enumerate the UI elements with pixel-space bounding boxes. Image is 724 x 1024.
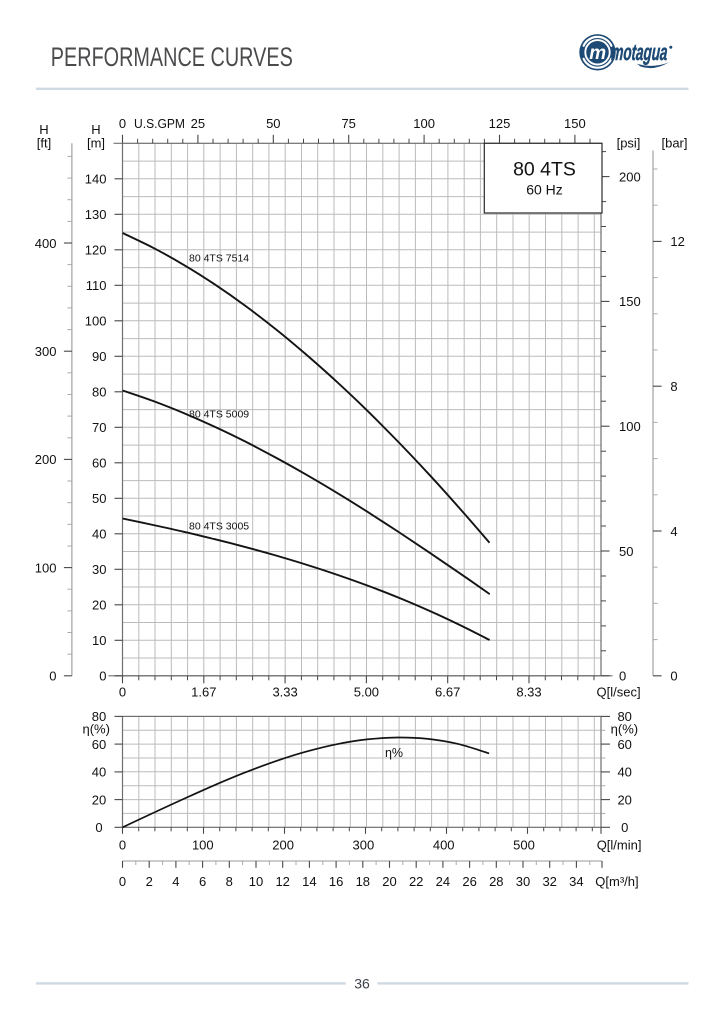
svg-text:12: 12 [670, 234, 684, 249]
svg-text:34: 34 [569, 874, 583, 889]
svg-text:0: 0 [619, 669, 626, 684]
svg-text:18: 18 [356, 874, 370, 889]
svg-text:0: 0 [119, 837, 126, 852]
svg-text:80: 80 [92, 709, 106, 724]
svg-text:125: 125 [489, 116, 511, 131]
svg-text:motagua: motagua [611, 39, 669, 65]
svg-text:20: 20 [92, 792, 106, 807]
svg-text:200: 200 [619, 169, 641, 184]
svg-text:300: 300 [353, 837, 375, 852]
svg-text:32: 32 [542, 874, 556, 889]
svg-text:4: 4 [670, 524, 677, 539]
svg-text:10: 10 [92, 633, 106, 648]
svg-text:6.67: 6.67 [435, 685, 460, 700]
svg-text:0: 0 [621, 820, 628, 835]
svg-text:200: 200 [35, 452, 57, 467]
svg-text:60: 60 [92, 737, 106, 752]
svg-text:100: 100 [192, 837, 214, 852]
svg-text:25: 25 [191, 116, 205, 131]
svg-text:2: 2 [146, 874, 153, 889]
svg-text:130: 130 [85, 207, 107, 222]
svg-text:400: 400 [433, 837, 455, 852]
svg-text:36: 36 [354, 976, 370, 992]
svg-text:50: 50 [266, 116, 280, 131]
svg-text:20: 20 [92, 598, 106, 613]
svg-text:28: 28 [489, 874, 503, 889]
svg-text:80: 80 [92, 385, 106, 400]
svg-text:0: 0 [119, 685, 126, 700]
svg-text:Q[m³/h]: Q[m³/h] [595, 874, 638, 889]
svg-text:70: 70 [92, 420, 106, 435]
svg-text:[bar]: [bar] [661, 136, 687, 151]
svg-text:100: 100 [85, 314, 107, 329]
svg-text:16: 16 [329, 874, 343, 889]
svg-text:24: 24 [436, 874, 450, 889]
svg-text:0: 0 [95, 820, 102, 835]
svg-text:300: 300 [35, 344, 57, 359]
svg-text:80 4TS 7514: 80 4TS 7514 [189, 253, 249, 265]
svg-text:6: 6 [199, 874, 206, 889]
svg-text:20: 20 [617, 792, 631, 807]
svg-text:60: 60 [617, 737, 631, 752]
svg-text:75: 75 [341, 116, 355, 131]
svg-text:100: 100 [35, 560, 57, 575]
svg-text:8: 8 [670, 379, 677, 394]
svg-text:[ft]: [ft] [37, 136, 51, 151]
svg-text:30: 30 [92, 562, 106, 577]
svg-text:40: 40 [92, 527, 106, 542]
svg-text:80 4TS: 80 4TS [513, 159, 576, 181]
svg-text:60: 60 [92, 456, 106, 471]
svg-text:[psi]: [psi] [617, 136, 641, 151]
svg-text:Q[l/min]: Q[l/min] [597, 837, 642, 852]
svg-text:30: 30 [516, 874, 530, 889]
svg-text:0: 0 [119, 874, 126, 889]
svg-text:40: 40 [617, 765, 631, 780]
svg-text:500: 500 [513, 837, 535, 852]
svg-text:m: m [589, 43, 606, 64]
svg-text:50: 50 [619, 544, 633, 559]
svg-text:140: 140 [85, 172, 107, 187]
svg-text:0: 0 [99, 669, 106, 684]
svg-text:26: 26 [462, 874, 476, 889]
svg-text:120: 120 [85, 243, 107, 258]
svg-text:5.00: 5.00 [354, 685, 379, 700]
svg-text:[m]: [m] [87, 136, 105, 151]
svg-text:H: H [39, 122, 48, 137]
svg-text:Q[l/sec]: Q[l/sec] [597, 685, 641, 700]
svg-text:110: 110 [86, 278, 107, 293]
svg-text:12: 12 [275, 874, 289, 889]
svg-text:40: 40 [92, 765, 106, 780]
svg-text:200: 200 [272, 837, 294, 852]
svg-text:0: 0 [49, 669, 56, 684]
svg-text:90: 90 [92, 349, 106, 364]
svg-text:100: 100 [413, 116, 435, 131]
svg-text:4: 4 [172, 874, 179, 889]
svg-text:0: 0 [119, 116, 126, 131]
svg-text:50: 50 [92, 491, 106, 506]
svg-text:22: 22 [409, 874, 423, 889]
svg-text:η(%): η(%) [82, 721, 109, 736]
svg-text:0: 0 [670, 669, 677, 684]
svg-text:80 4TS 5009: 80 4TS 5009 [189, 409, 249, 421]
svg-text:80 4TS 3005: 80 4TS 3005 [189, 521, 249, 533]
svg-text:H: H [91, 122, 100, 137]
svg-text:10: 10 [249, 874, 263, 889]
svg-text:PERFORMANCE CURVES: PERFORMANCE CURVES [51, 42, 293, 72]
svg-text:20: 20 [382, 874, 396, 889]
svg-text:1.67: 1.67 [191, 685, 216, 700]
svg-text:η(%): η(%) [611, 721, 638, 736]
svg-text:60 Hz: 60 Hz [526, 182, 563, 198]
svg-text:80: 80 [617, 709, 631, 724]
svg-text:400: 400 [35, 236, 57, 251]
svg-text:100: 100 [619, 419, 641, 434]
svg-text:150: 150 [564, 116, 586, 131]
svg-text:3.33: 3.33 [272, 685, 297, 700]
svg-text:14: 14 [302, 874, 316, 889]
svg-text:8.33: 8.33 [516, 685, 541, 700]
svg-text:U.S.GPM: U.S.GPM [134, 116, 185, 131]
svg-text:150: 150 [619, 294, 641, 309]
svg-text:8: 8 [226, 874, 233, 889]
svg-text:η%: η% [385, 746, 403, 760]
